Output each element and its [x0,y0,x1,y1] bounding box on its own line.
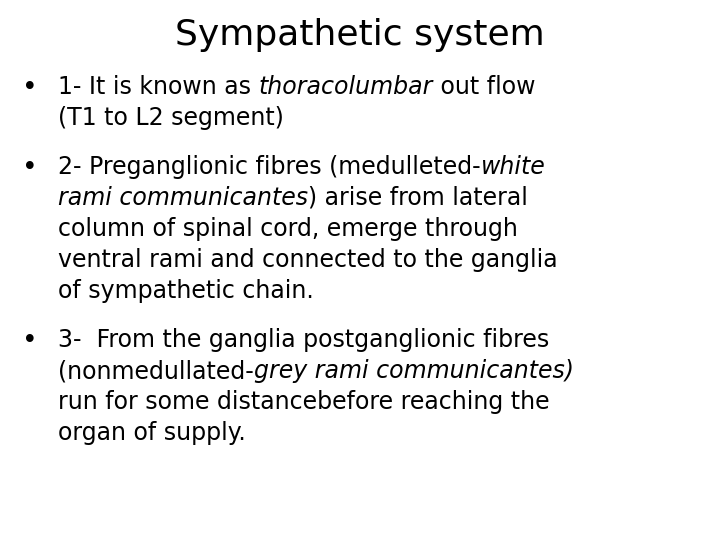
Text: organ of supply.: organ of supply. [58,421,246,445]
Text: run for some distancebefore reaching the: run for some distancebefore reaching the [58,390,549,414]
Text: •: • [22,155,37,181]
Text: (nonmedullated-: (nonmedullated- [58,359,253,383]
Text: grey rami communicantes): grey rami communicantes) [253,359,574,383]
Text: 1- It is known as: 1- It is known as [58,75,258,99]
Text: ventral rami and connected to the ganglia: ventral rami and connected to the gangli… [58,248,557,272]
Text: (T1 to L2 segment): (T1 to L2 segment) [58,106,284,130]
Text: column of spinal cord, emerge through: column of spinal cord, emerge through [58,217,518,241]
Text: •: • [22,328,37,354]
Text: ) arise from lateral: ) arise from lateral [308,186,528,210]
Text: Sympathetic system: Sympathetic system [175,18,545,52]
Text: 3-  From the ganglia postganglionic fibres: 3- From the ganglia postganglionic fibre… [58,328,549,352]
Text: 2- Preganglionic fibres (medulleted-: 2- Preganglionic fibres (medulleted- [58,155,481,179]
Text: thoracolumbar: thoracolumbar [258,75,433,99]
Text: white: white [481,155,545,179]
Text: out flow: out flow [433,75,536,99]
Text: of sympathetic chain.: of sympathetic chain. [58,279,314,303]
Text: •: • [22,75,37,101]
Text: rami communicantes: rami communicantes [58,186,308,210]
